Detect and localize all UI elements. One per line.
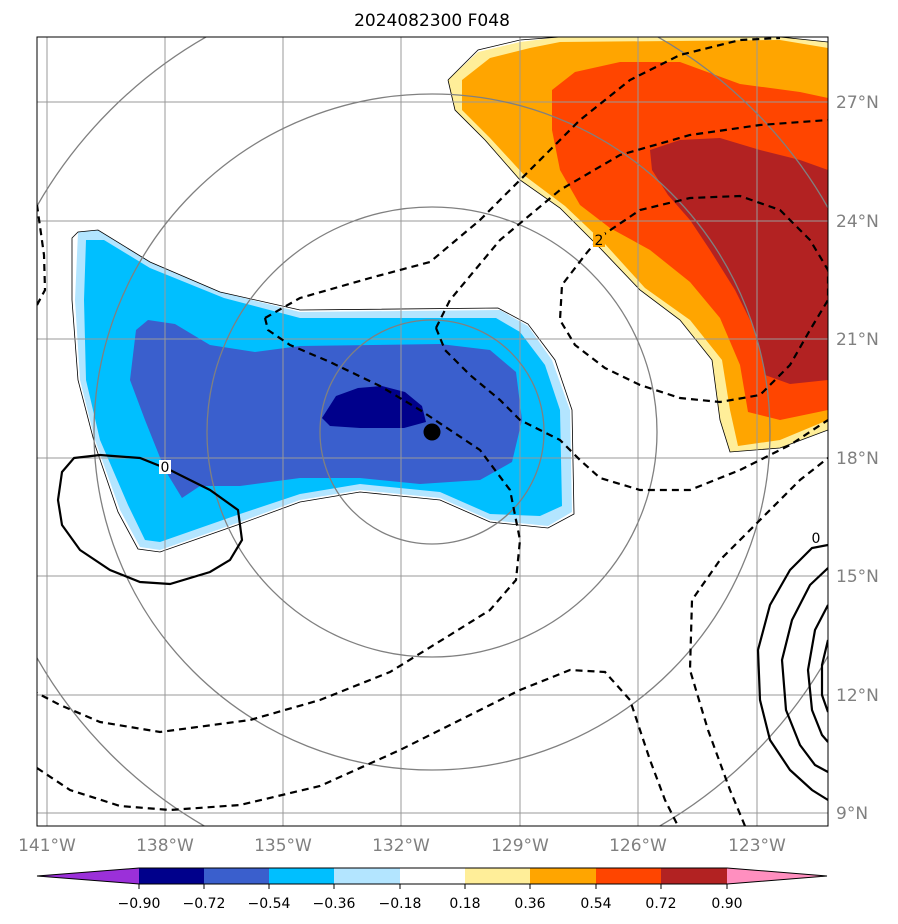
lon-tick-label: 123°W [728,836,786,856]
colorbar-tick-label: −0.90 [118,896,161,912]
lat-tick-label: 15°N [836,567,879,587]
map-content: 0 2 0 [37,37,828,826]
contour-line [820,639,828,713]
colorbar-segment [530,868,596,884]
fill-outline [71,229,575,553]
colorbar-tick-label: −0.72 [183,896,226,912]
colorbar-tick-label: 0.72 [645,896,676,912]
lon-tick-label: 138°W [136,836,194,856]
colorbar-ticks [138,884,728,889]
longitude-labels: 141°W 138°W 135°W 132°W 129°W 126°W 123°… [18,836,786,856]
lon-tick-label: 141°W [18,836,76,856]
contour-line [37,317,522,734]
contour-line [688,457,828,826]
lon-tick-label: 135°W [254,836,312,856]
colorbar-segment [204,868,269,884]
fill-dark-red [650,138,828,384]
lon-tick-label: 126°W [609,836,667,856]
colorbar-segment [139,868,204,884]
contour-line [558,194,828,404]
contour-line [37,668,679,826]
colorbar-tick-label: −0.54 [248,896,291,912]
colorbar-segment [37,868,139,884]
contour-labels: 0 2 0 [159,233,822,547]
colorbar-tick-label: −0.18 [379,896,422,912]
colorbar-tick-label: 0.18 [449,896,480,912]
contour-line [806,604,828,743]
range-rings [37,37,828,826]
dashed-contours [37,37,828,826]
colorbar-tick-label: −0.36 [313,896,356,912]
storm-center-marker [423,423,441,441]
colorbar-tick-label: 0.36 [514,896,545,912]
contour-line [37,204,47,306]
colorbar-tick-label: 0.54 [580,896,611,912]
colorbar-labels: −0.90 −0.72 −0.54 −0.36 −0.18 0.18 0.36 … [118,896,743,912]
lon-tick-label: 129°W [491,836,549,856]
colorbar-segment [596,868,661,884]
colorbar-tick-label: 0.90 [711,896,742,912]
negative-anomaly-fill [71,229,575,553]
colorbar-segment [661,868,727,884]
contour-line [435,118,828,329]
lat-tick-label: 12°N [836,686,879,706]
colorbar-segment [727,868,827,884]
latitude-labels: 9°N 12°N 15°N 18°N 21°N 24°N 27°N [836,93,879,824]
contour-label: 0 [812,531,821,547]
contour-line [264,37,781,319]
contour-line [756,543,828,801]
colorbar-segment [334,868,400,884]
chart-title: 2024082300 F048 [354,11,510,31]
fill-navy [322,386,426,428]
fill-royal-blue [130,320,522,498]
colorbar-segment [269,868,334,884]
lat-tick-label: 24°N [836,212,879,232]
contour-label: 0 [161,460,170,476]
range-ring [319,319,545,545]
lat-tick-label: 18°N [836,449,879,469]
map-frame [36,36,829,827]
fill-outline [447,37,828,453]
range-ring [206,206,658,658]
lat-tick-label: 27°N [836,93,879,113]
colorbar-segment [400,868,465,884]
colorbar-segment [465,868,530,884]
range-ring [93,93,771,771]
contour-line [780,567,828,773]
colorbar: −0.90 −0.72 −0.54 −0.36 −0.18 0.18 0.36 … [36,867,828,912]
lat-tick-label: 9°N [836,804,868,824]
lat-tick-label: 21°N [836,330,879,350]
contour-label: 2 [595,233,604,249]
lon-tick-label: 132°W [372,836,430,856]
